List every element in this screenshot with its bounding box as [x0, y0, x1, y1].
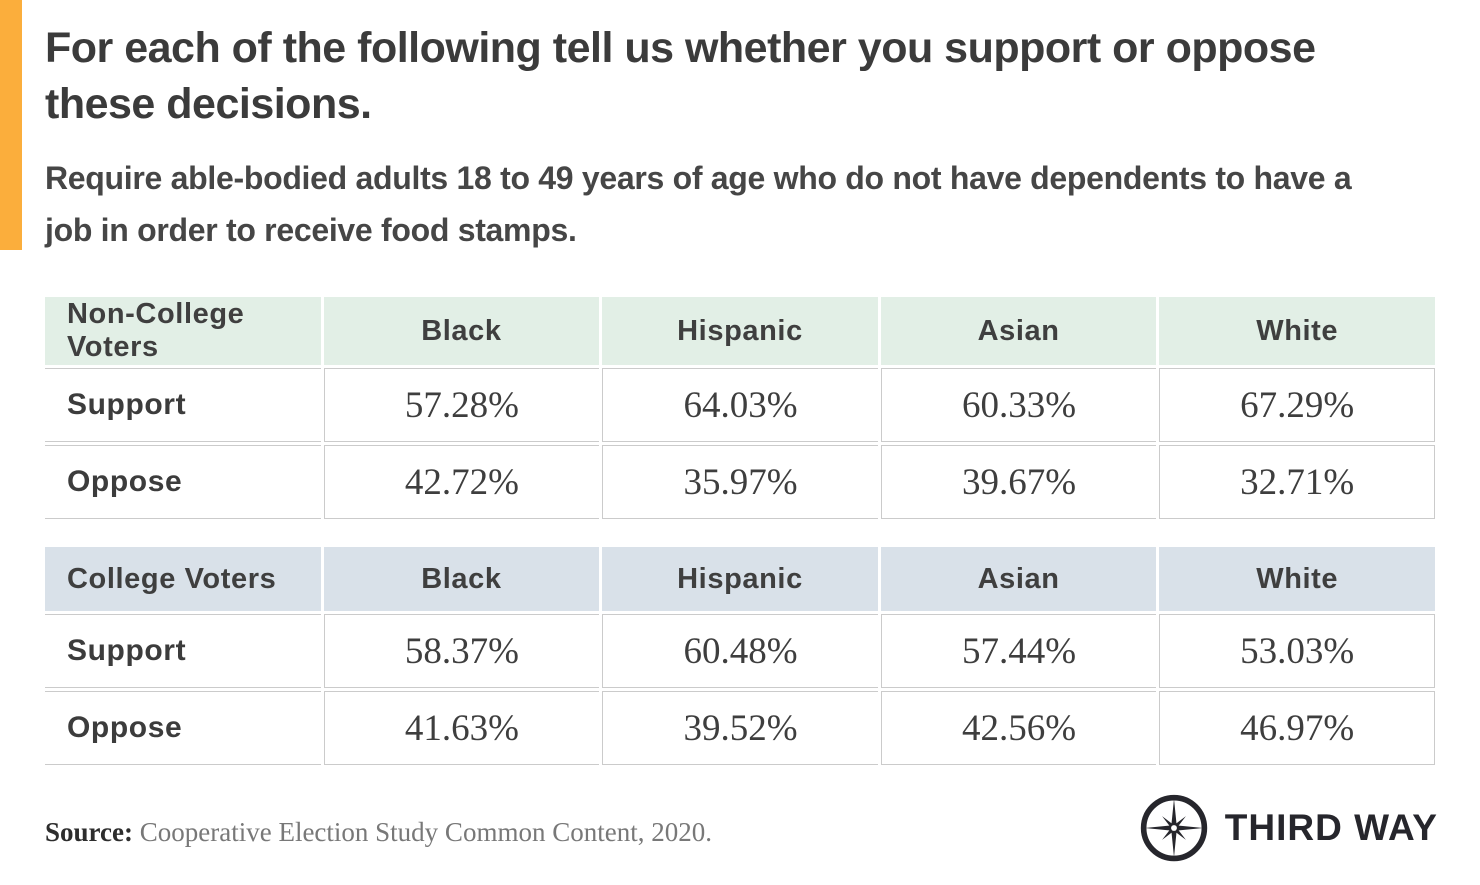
table-title-non-college: Non-College Voters: [45, 297, 321, 365]
column-header-hispanic: Hispanic: [602, 547, 878, 611]
third-way-logo: THIRD WAY: [1138, 792, 1438, 864]
table-cell: 64.03%: [602, 368, 878, 442]
college-voters-table: College Voters Black Hispanic Asian Whit…: [42, 544, 1438, 768]
table-cell: 67.29%: [1159, 368, 1435, 442]
column-header-asian: Asian: [880, 297, 1157, 365]
row-label-support: Support: [45, 614, 321, 688]
footer: Source: Cooperative Election Study Commo…: [45, 792, 1438, 864]
table-cell: 42.56%: [880, 691, 1157, 765]
table-row-support: Support 58.37% 60.48% 57.44% 53.03%: [45, 614, 1435, 688]
college-header-row: College Voters Black Hispanic Asian Whit…: [45, 547, 1435, 611]
table-cell: 58.37%: [323, 614, 600, 688]
non-college-voters-table: Non-College Voters Black Hispanic Asian …: [42, 294, 1438, 522]
table-cell: 39.67%: [880, 445, 1157, 519]
table-row-oppose: Oppose 42.72% 35.97% 39.67% 32.71%: [45, 445, 1435, 519]
compass-star-icon: [1140, 794, 1207, 862]
column-header-black: Black: [323, 297, 600, 365]
accent-bar: [0, 0, 22, 250]
column-header-asian: Asian: [880, 547, 1157, 611]
page-title: For each of the following tell us whethe…: [45, 24, 1316, 128]
table-row-oppose: Oppose 41.63% 39.52% 42.56% 46.97%: [45, 691, 1435, 765]
table-cell: 60.33%: [880, 368, 1157, 442]
column-header-black: Black: [323, 547, 600, 611]
content-area: For each of the following tell us whethe…: [42, 24, 1438, 864]
row-label-oppose: Oppose: [45, 691, 321, 765]
table-cell: 53.03%: [1159, 614, 1435, 688]
table-cell: 57.28%: [323, 368, 600, 442]
table-cell: 46.97%: [1159, 691, 1435, 765]
table-cell: 32.71%: [1159, 445, 1435, 519]
infographic-page: For each of the following tell us whethe…: [0, 0, 1438, 864]
table-title-college: College Voters: [45, 547, 321, 611]
column-header-white: White: [1159, 297, 1435, 365]
table-cell: 35.97%: [602, 445, 878, 519]
table-cell: 41.63%: [323, 691, 600, 765]
source-label: Source:: [45, 816, 133, 847]
table-cell: 39.52%: [602, 691, 878, 765]
table-row-support: Support 57.28% 64.03% 60.33% 67.29%: [45, 368, 1435, 442]
table-cell: 60.48%: [602, 614, 878, 688]
source-text: Cooperative Election Study Common Conten…: [139, 816, 712, 847]
source-line: Source: Cooperative Election Study Commo…: [45, 809, 712, 848]
column-header-white: White: [1159, 547, 1435, 611]
table-cell: 57.44%: [880, 614, 1157, 688]
non-college-header-row: Non-College Voters Black Hispanic Asian …: [45, 297, 1435, 365]
row-label-support: Support: [45, 368, 321, 442]
page-subtitle: Require able-bodied adults 18 to 49 year…: [45, 160, 1352, 248]
row-label-oppose: Oppose: [45, 445, 321, 519]
table-cell: 42.72%: [323, 445, 600, 519]
logo-wordmark: THIRD WAY: [1224, 807, 1438, 848]
column-header-hispanic: Hispanic: [602, 297, 878, 365]
